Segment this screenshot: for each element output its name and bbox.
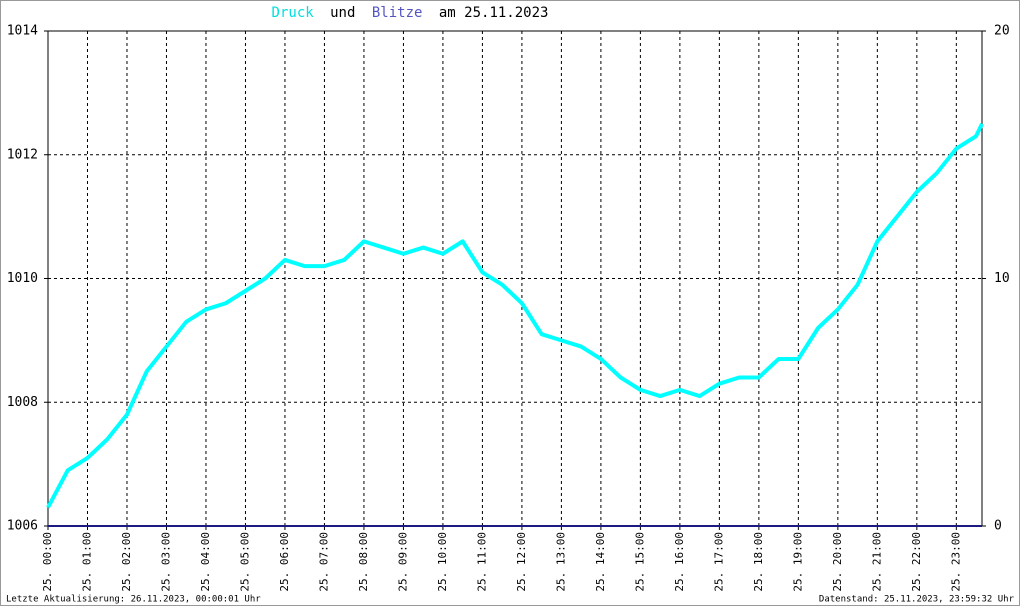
y-tick-label: 1012	[7, 147, 38, 162]
x-tick-label: 25. 13:00	[554, 532, 567, 592]
x-tick-label: 25. 18:00	[752, 532, 765, 592]
x-tick-label: 25. 10:00	[436, 532, 449, 592]
x-tick-label: 25. 06:00	[278, 532, 291, 592]
x-tick-label: 25. 23:00	[949, 532, 962, 592]
x-tick-label: 25. 02:00	[120, 532, 133, 592]
x-tick-label: 25. 11:00	[475, 532, 488, 592]
x-tick-label: 25. 09:00	[396, 532, 409, 592]
x-tick-label: 25. 08:00	[357, 532, 370, 592]
title-part: am 25.11.2023	[439, 5, 549, 21]
title-series-2: Blitze	[372, 5, 423, 21]
x-tick-label: 25. 04:00	[199, 532, 212, 592]
x-tick-label: 25. 19:00	[791, 532, 804, 592]
chart-title: Druck und Blitze am 25.11.2023	[272, 5, 549, 21]
x-tick-label: 25. 05:00	[238, 532, 251, 592]
title-part: und	[330, 5, 355, 21]
x-tick-label: 25. 15:00	[633, 532, 646, 592]
y-tick-label: 1014	[7, 24, 38, 39]
footer-left: Letzte Aktualisierung: 26.11.2023, 00:00…	[6, 595, 261, 605]
x-tick-label: 25. 07:00	[317, 532, 330, 592]
x-tick-label: 25. 21:00	[870, 532, 883, 592]
y-tick-label: 1008	[7, 395, 38, 410]
x-tick-label: 25. 16:00	[673, 532, 686, 592]
y2-tick-label: 0	[994, 519, 1002, 534]
y-tick-label: 1010	[7, 271, 38, 286]
y2-tick-label: 10	[994, 271, 1010, 286]
x-tick-label: 25. 14:00	[594, 532, 607, 592]
x-tick-label: 25. 20:00	[831, 532, 844, 592]
series-line	[46, 122, 984, 509]
y2-tick-label: 20	[994, 24, 1010, 39]
y-tick-label: 1006	[7, 519, 38, 534]
x-tick-label: 25. 12:00	[515, 532, 528, 592]
x-tick-label: 25. 17:00	[712, 532, 725, 592]
title-series-1: Druck	[272, 5, 315, 21]
footer-right: Datenstand: 25.11.2023, 23:59:32 Uhr	[819, 595, 1015, 605]
x-tick-label: 25. 01:00	[80, 532, 93, 592]
x-tick-label: 25. 03:00	[159, 532, 172, 592]
x-tick-label: 25. 00:00	[41, 532, 54, 592]
x-tick-label: 25. 22:00	[910, 532, 923, 592]
